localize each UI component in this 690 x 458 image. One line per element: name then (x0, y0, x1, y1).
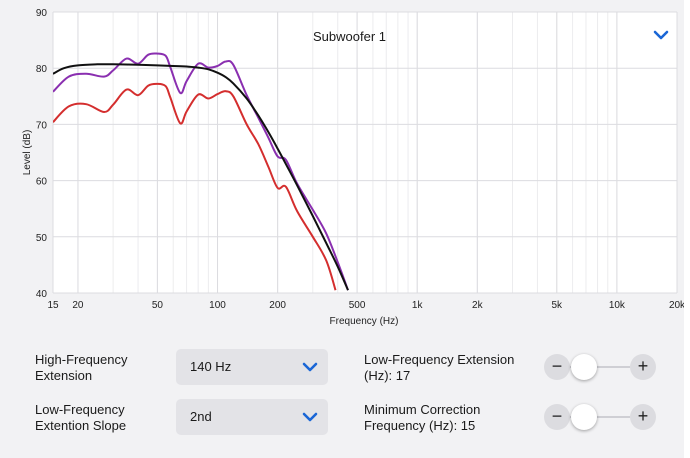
x-tick-label: 5k (551, 300, 563, 311)
min-correction-label: Minimum Correction Frequency (Hz): 15 (364, 402, 481, 433)
y-tick-label: 70 (36, 120, 48, 131)
frequency-response-chart: 15 20 50 100 200 500 1k 2k 5k 10k 20k 40 50 60 70 80 90 F… (22, 8, 684, 327)
x-tick-label: 1k (412, 300, 424, 311)
chart-canvas: 15 20 50 100 200 500 1k 2k 5k 10k 20k 40 50 60 70 80 90 F… (22, 8, 684, 327)
stepper-knob[interactable] (571, 404, 597, 430)
x-tick-label: 500 (349, 300, 366, 311)
x-tick-label: 50 (152, 300, 164, 311)
y-tick-label: 80 (36, 64, 48, 75)
x-tick-label: 100 (209, 300, 226, 311)
hf-extension-select[interactable]: 140 Hz (176, 349, 328, 385)
chevron-down-icon[interactable] (652, 28, 670, 42)
increment-button[interactable]: + (630, 354, 656, 380)
series-line-red (53, 82, 337, 291)
chevron-down-icon (302, 412, 318, 422)
x-tick-label: 15 (47, 300, 59, 311)
y-axis-label: Level (dB) (22, 130, 33, 176)
x-tick-label: 10k (609, 300, 626, 311)
y-tick-label: 90 (36, 8, 48, 19)
min-correction-stepper[interactable]: − + (544, 404, 656, 434)
hf-extension-value: 140 Hz (190, 359, 232, 374)
decrement-button[interactable]: − (544, 404, 570, 430)
y-tick-label: 60 (36, 177, 48, 188)
x-tick-label: 20k (669, 300, 684, 311)
lf-extension-label: Low-Frequency Extension (Hz): 17 (364, 352, 515, 383)
increment-button[interactable]: + (630, 404, 656, 430)
hf-extension-label: High-Frequency Extension (35, 352, 128, 383)
decrement-button[interactable]: − (544, 354, 570, 380)
x-tick-label: 2k (472, 300, 484, 311)
y-tick-label: 40 (36, 289, 48, 300)
lf-slope-select[interactable]: 2nd (176, 399, 328, 435)
x-tick-label: 20 (72, 300, 84, 311)
plot-background (53, 12, 677, 293)
lf-slope-label: Low-Frequency Extention Slope (35, 402, 127, 433)
lf-slope-value: 2nd (190, 409, 212, 424)
subwoofer-title: Subwoofer 1 (313, 29, 386, 44)
y-tick-label: 50 (36, 233, 48, 244)
x-axis-label: Frequency (Hz) (330, 316, 399, 327)
stepper-track (570, 366, 630, 368)
series-line-black (53, 63, 349, 291)
stepper-knob[interactable] (571, 354, 597, 380)
chevron-down-icon (302, 362, 318, 372)
x-tick-label: 200 (269, 300, 286, 311)
stepper-track (570, 416, 630, 418)
lf-extension-stepper[interactable]: − + (544, 354, 656, 384)
